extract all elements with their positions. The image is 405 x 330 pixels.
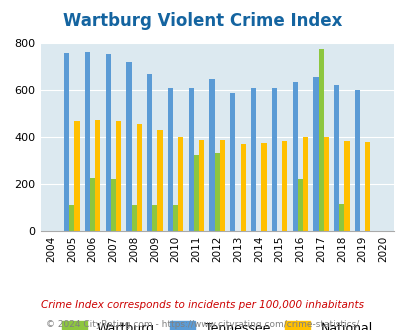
Bar [152, 205, 157, 231]
Bar [136, 124, 141, 231]
Bar [297, 179, 302, 231]
Bar [240, 145, 245, 231]
Bar [95, 119, 100, 231]
Bar [302, 137, 307, 231]
Bar [85, 52, 90, 231]
Bar [64, 53, 69, 231]
Bar [292, 82, 297, 231]
Legend: Wartburg, Tennessee, National: Wartburg, Tennessee, National [57, 316, 377, 330]
Bar [333, 85, 339, 231]
Bar [209, 79, 214, 231]
Bar [126, 62, 131, 231]
Bar [323, 137, 328, 231]
Bar [74, 121, 79, 231]
Bar [147, 74, 152, 231]
Bar [354, 90, 359, 231]
Bar [313, 77, 318, 231]
Bar [90, 178, 95, 231]
Bar [281, 141, 287, 231]
Bar [339, 204, 343, 231]
Bar [271, 87, 276, 231]
Bar [157, 130, 162, 231]
Bar [188, 88, 193, 231]
Bar [173, 205, 178, 231]
Bar [111, 179, 116, 231]
Text: Crime Index corresponds to incidents per 100,000 inhabitants: Crime Index corresponds to incidents per… [41, 300, 364, 310]
Bar [261, 143, 266, 231]
Bar [167, 87, 173, 231]
Bar [364, 142, 369, 231]
Bar [214, 153, 219, 231]
Bar [230, 93, 235, 231]
Bar [105, 54, 111, 231]
Bar [69, 205, 74, 231]
Bar [131, 205, 136, 231]
Bar [318, 49, 323, 231]
Text: Wartburg Violent Crime Index: Wartburg Violent Crime Index [63, 12, 342, 30]
Bar [193, 154, 198, 231]
Bar [250, 88, 256, 231]
Bar [219, 140, 224, 231]
Bar [116, 121, 121, 231]
Bar [343, 142, 349, 231]
Bar [198, 140, 204, 231]
Bar [178, 137, 183, 231]
Text: © 2024 CityRating.com - https://www.cityrating.com/crime-statistics/: © 2024 CityRating.com - https://www.city… [46, 320, 359, 329]
